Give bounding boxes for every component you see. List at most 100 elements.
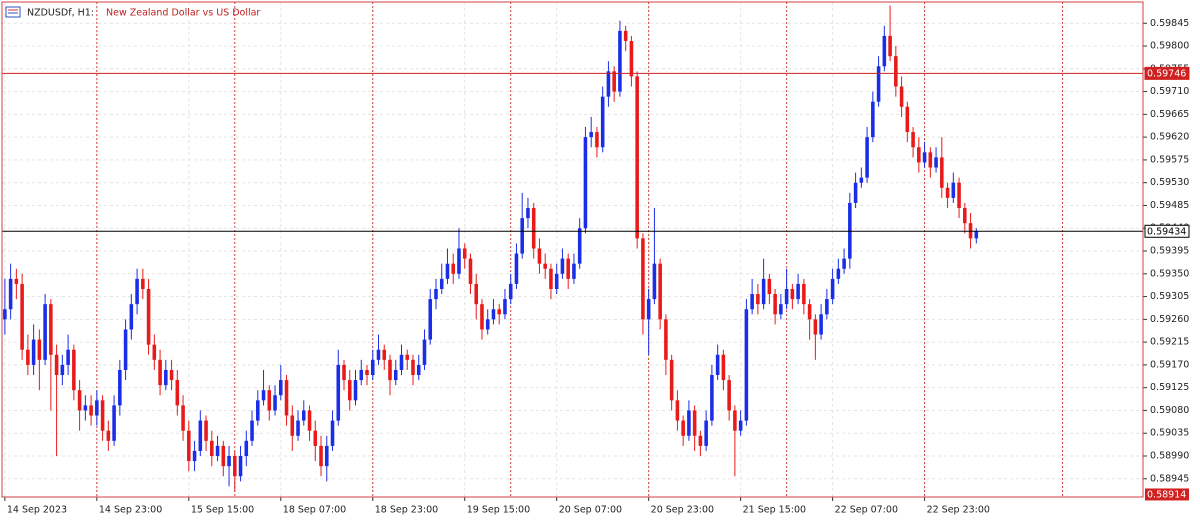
price-label-box	[1144, 224, 1190, 238]
plot-border	[1, 1, 1144, 498]
candle-body	[612, 71, 616, 92]
y-tick-label: 0.59080	[1150, 405, 1189, 416]
x-tick-label: 20 Sep 07:00	[559, 505, 622, 516]
candle-body	[376, 349, 381, 360]
candle-body	[422, 339, 427, 365]
candle-body	[813, 319, 818, 335]
candle-body	[865, 137, 869, 178]
candle-body	[537, 248, 542, 264]
x-tick-label: 19 Sep 15:00	[467, 505, 530, 516]
candle-body	[267, 390, 272, 411]
candle-body	[945, 187, 950, 198]
candle-body	[210, 440, 214, 457]
y-tick-label: 0.59710	[1150, 86, 1189, 97]
candle-body	[767, 278, 772, 295]
candle-body	[917, 147, 921, 163]
candle-body	[750, 294, 754, 310]
candle-body	[790, 288, 795, 300]
candle-body	[721, 354, 726, 381]
candle-body	[641, 238, 645, 320]
candle-body	[652, 263, 657, 300]
symbol: NZDUSDf, H1:	[27, 8, 94, 19]
candle-body	[100, 400, 105, 431]
price-label: 0.59746	[1147, 68, 1186, 79]
candle-body	[95, 400, 99, 416]
price-label-box	[1145, 488, 1189, 501]
candle-body	[112, 405, 116, 441]
candle-body	[796, 283, 800, 300]
candle-body	[468, 258, 473, 284]
y-tick-label: 0.59035	[1150, 428, 1189, 439]
candle-body	[595, 132, 599, 148]
overlays: 0.59746 0.59434 0.58914	[2, 66, 1190, 501]
candle-body	[543, 263, 547, 269]
candle-body	[957, 182, 961, 208]
y-tick-label: 0.59845	[1150, 18, 1189, 29]
y-tick-label: 0.59305	[1150, 291, 1189, 302]
candle-body	[830, 278, 835, 300]
candle-body	[549, 268, 553, 289]
y-tick-label: 0.59665	[1150, 109, 1189, 120]
candle-body	[451, 263, 456, 274]
candle-body	[554, 273, 559, 289]
y-tick-label: 0.59530	[1150, 177, 1189, 188]
candle-body	[3, 309, 7, 320]
candle-body	[365, 369, 369, 376]
candle-body	[83, 405, 88, 411]
candle-body	[359, 369, 364, 381]
candle-body	[399, 354, 404, 370]
candle-body	[531, 207, 536, 249]
candle-body	[618, 30, 622, 92]
y-tick-label: 0.59485	[1150, 200, 1189, 211]
candle-body	[514, 253, 519, 284]
candle-body	[43, 304, 47, 360]
candle-body	[72, 349, 76, 391]
candle-body	[727, 380, 731, 411]
candle-body	[347, 380, 352, 401]
candle-body	[681, 420, 685, 436]
price-label-box	[1144, 66, 1190, 80]
candle-body	[301, 410, 306, 421]
y-tick-label: 0.58945	[1150, 473, 1189, 484]
candle-body	[773, 294, 777, 315]
candle-body	[192, 450, 197, 462]
candle-body	[733, 410, 737, 431]
candle-body	[336, 364, 341, 421]
candle-body	[330, 420, 335, 446]
candle-body	[296, 420, 300, 436]
candle-body	[951, 182, 956, 198]
candle-body	[888, 35, 892, 57]
x-tick-label: 18 Sep 07:00	[283, 505, 346, 516]
y-tick-label: 0.59215	[1150, 337, 1189, 348]
candle-body	[802, 283, 806, 305]
y-tick-label: 0.59125	[1150, 382, 1189, 393]
candle-body	[934, 157, 938, 168]
y-tick-label: 0.59170	[1150, 359, 1189, 370]
candle-body	[37, 339, 42, 360]
candle-body	[928, 152, 933, 168]
candle-body	[261, 390, 266, 401]
candle-body	[135, 278, 139, 305]
candle-body	[169, 369, 174, 381]
candle-body	[658, 263, 662, 320]
candle-body	[963, 207, 967, 224]
candle-body	[761, 278, 766, 305]
candle-body	[129, 304, 134, 330]
candle-body	[692, 410, 697, 436]
x-tick-label: 18 Sep 23:00	[375, 505, 438, 516]
candle-body	[508, 283, 513, 300]
candle-body	[871, 101, 875, 138]
x-tick-label: 21 Sep 15:00	[743, 505, 806, 516]
candle-body	[319, 445, 323, 467]
x-tick-label: 15 Sep 15:00	[191, 505, 254, 516]
candle-body	[842, 258, 846, 269]
candle-body	[566, 258, 570, 279]
candle-body	[118, 369, 122, 406]
candle-body	[922, 152, 927, 163]
x-tick-label: 20 Sep 23:00	[651, 505, 714, 516]
candle-body	[974, 231, 979, 239]
candle-body	[342, 364, 346, 381]
candle-body	[411, 359, 415, 376]
x-tick-label: 22 Sep 07:00	[835, 505, 898, 516]
candle-body	[290, 415, 295, 436]
